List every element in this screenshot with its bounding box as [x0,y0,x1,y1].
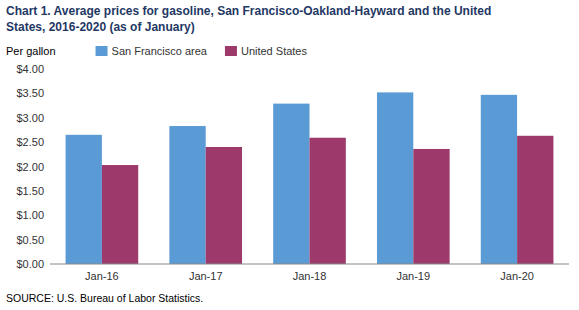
y-tick-label: $2.50 [16,136,44,148]
x-axis-line [50,264,569,265]
source: SOURCE: U.S. Bureau of Labor Statistics. [6,292,203,304]
y-tick-label: $1.50 [16,185,44,197]
bar [273,104,309,264]
y-tick-label: $0.00 [16,258,44,270]
bar [169,126,205,264]
y-axis-label: Per gallon [6,45,56,57]
y-tick-label: $1.00 [16,209,44,221]
y-axis: $0.00 $0.50 $1.00 $1.50 $2.00 $2.50 $3.00 $3.50… [16,63,44,270]
bar [310,138,346,264]
x-tick-label: Jan-19 [396,270,430,282]
title: States, 2016-2020 (as of January) [6,20,195,34]
x-axis: Jan-16 Jan-17 Jan-18 Jan-19 Jan-20 [85,270,534,282]
x-tick-label: Jan-18 [293,270,327,282]
x-tick-label: Jan-17 [189,270,223,282]
title: Chart 1. Average prices for gasoline, Sa… [6,4,491,18]
bar [102,165,138,264]
bar [413,149,449,264]
y-tick-label: $0.50 [16,234,44,246]
legend-swatch [225,46,237,56]
bar [517,136,553,264]
x-tick-label: Jan-16 [85,270,119,282]
chart: Chart 1. Average prices for gasoline, Sa… [0,0,579,310]
bar [481,95,517,264]
legend-swatch [96,46,108,56]
legend-label: San Francisco area [112,45,208,57]
y-tick-label: $3.00 [16,112,44,124]
bar [66,135,102,264]
legend-label: United States [241,45,308,57]
y-tick-label: $3.50 [16,87,44,99]
y-tick-label: $2.00 [16,161,44,173]
legend: San Francisco area United States [96,45,308,57]
y-tick-label: $4.00 [16,63,44,75]
bars [66,92,554,264]
x-tick-label: Jan-20 [500,270,534,282]
bar [377,92,413,264]
bar [206,147,242,264]
